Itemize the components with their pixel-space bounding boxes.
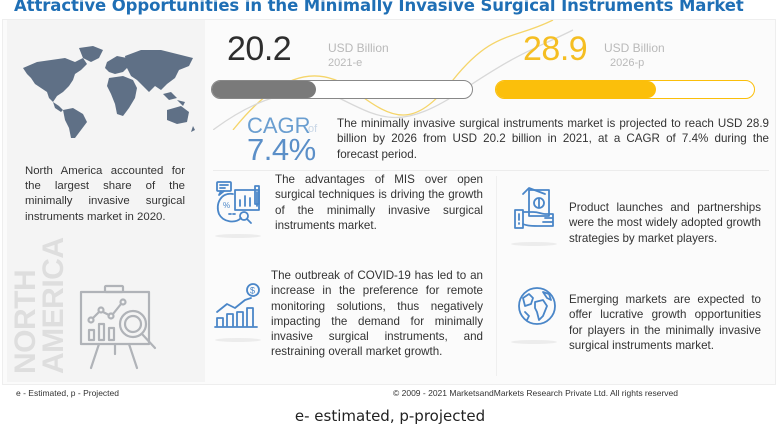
value-2026-bar-fill	[496, 81, 656, 98]
cagr-description: The minimally invasive surgical instrume…	[337, 117, 769, 161]
cagr-value: 7.4%	[247, 132, 316, 167]
value-2026-year: 2026-p	[610, 57, 645, 69]
north-america-summary: North America accounted for the largest …	[25, 165, 185, 223]
section-divider	[213, 170, 769, 171]
infographic-panel: North America accounted for the largest …	[2, 19, 776, 385]
copyright-notice: © 2009 - 2021 MarketsandMarkets Research…	[393, 388, 679, 398]
growth-chart-dollar-icon: $	[214, 283, 260, 328]
value-2021-number: 20.2	[227, 30, 292, 68]
estimate-legend: e - Estimated, p - Projected	[16, 388, 119, 398]
cagr-label: CAGR	[247, 113, 311, 138]
watermark-america: AMERICA	[37, 237, 70, 375]
driver-text-product-launches: Product launches and partnerships were t…	[569, 201, 761, 245]
value-2026-bar	[495, 80, 755, 99]
infographic-title: Attractive Opportunities in the Minimall…	[14, 0, 744, 15]
value-2021-year: 2021-e	[328, 57, 363, 69]
presentation-analytics-icon	[79, 284, 157, 370]
globe-icon	[518, 287, 556, 325]
value-2026-unit: USD Billion	[604, 41, 665, 55]
image-caption: e- estimated, p-projected	[294, 407, 486, 425]
world-map-icon	[23, 46, 195, 138]
value-2021-bar-fill	[212, 81, 316, 98]
analytics-percentage-icon: %	[216, 181, 260, 224]
icon-shadow	[511, 340, 557, 344]
value-2021-unit: USD Billion	[328, 41, 389, 55]
driver-text-mis-advantages: The advantages of MIS over open surgical…	[275, 173, 483, 232]
value-2026-number: 28.9	[523, 30, 588, 68]
icon-shadow	[215, 338, 261, 342]
north-america-panel: North America accounted for the largest …	[7, 20, 205, 382]
cagr-of: of	[308, 123, 318, 135]
svg-text:%: %	[223, 201, 230, 210]
icon-shadow	[215, 234, 261, 238]
driver-text-emerging-markets: Emerging markets are expected to offer l…	[569, 293, 761, 352]
hand-money-icon	[514, 187, 554, 229]
icon-shadow	[511, 242, 557, 246]
column-divider	[496, 176, 497, 376]
value-2021-bar	[211, 80, 473, 99]
svg-text:$: $	[250, 286, 255, 296]
driver-text-covid: The outbreak of COVID-19 has led to an i…	[271, 269, 483, 359]
